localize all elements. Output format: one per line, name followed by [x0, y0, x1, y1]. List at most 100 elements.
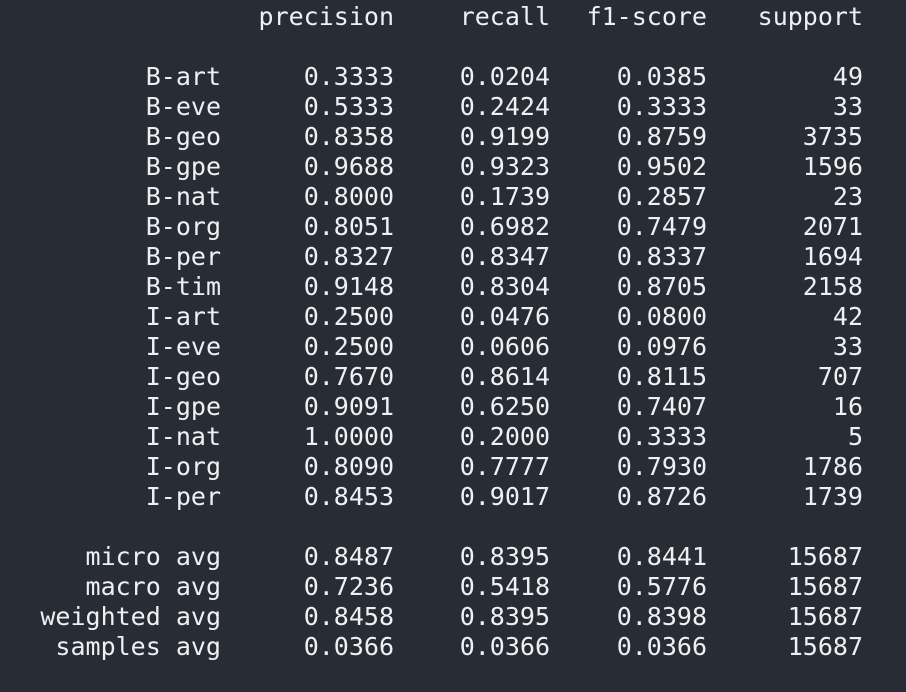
- recall-header: recall: [459, 2, 550, 31]
- table-row: B-geo 0.8358 0.9199 0.8759 3735: [0, 122, 906, 152]
- f1-score-value: 0.8398: [616, 602, 707, 631]
- class-label: I-eve: [145, 332, 221, 361]
- support-value: 1596: [802, 152, 863, 181]
- recall-value: 0.0606: [459, 332, 550, 361]
- precision-value: 0.8458: [303, 602, 394, 631]
- support-header: support: [757, 2, 863, 31]
- recall-value: 0.9323: [459, 152, 550, 181]
- f1-score-value: 0.0800: [616, 302, 707, 331]
- support-value: 33: [832, 92, 863, 121]
- support-value: 33: [832, 332, 863, 361]
- class-label: B-nat: [145, 182, 221, 211]
- class-label: B-per: [145, 242, 221, 271]
- recall-value: 0.0476: [459, 302, 550, 331]
- table-row: I-geo 0.7670 0.8614 0.8115 707: [0, 362, 906, 392]
- precision-value: 0.2500: [303, 332, 394, 361]
- recall-value: 0.0204: [459, 62, 550, 91]
- f1-score-value: 0.2857: [616, 182, 707, 211]
- precision-value: 0.9091: [303, 392, 394, 421]
- support-value: 1739: [802, 482, 863, 511]
- support-value: 3735: [802, 122, 863, 151]
- average-label: macro avg: [85, 572, 221, 601]
- average-row: macro avg 0.7236 0.5418 0.5776 15687: [0, 572, 906, 602]
- average-label: weighted avg: [40, 602, 221, 631]
- class-label: I-art: [145, 302, 221, 331]
- precision-value: 0.8090: [303, 452, 394, 481]
- precision-value: 0.9148: [303, 272, 394, 301]
- precision-value: 0.8327: [303, 242, 394, 271]
- class-label: B-art: [145, 62, 221, 91]
- precision-value: 0.8453: [303, 482, 394, 511]
- table-row: I-nat 1.0000 0.2000 0.3333 5: [0, 422, 906, 452]
- recall-value: 0.5418: [459, 572, 550, 601]
- precision-value: 0.8051: [303, 212, 394, 241]
- precision-value: 0.7236: [303, 572, 394, 601]
- precision-value: 0.8358: [303, 122, 394, 151]
- precision-value: 0.3333: [303, 62, 394, 91]
- precision-value: 0.9688: [303, 152, 394, 181]
- support-value: 15687: [787, 542, 863, 571]
- average-label: samples avg: [55, 632, 221, 661]
- recall-value: 0.2424: [459, 92, 550, 121]
- class-label: I-geo: [145, 362, 221, 391]
- table-row: I-eve 0.2500 0.0606 0.0976 33: [0, 332, 906, 362]
- f1-score-value: 0.0366: [616, 632, 707, 661]
- f1-score-value: 0.8705: [616, 272, 707, 301]
- recall-value: 0.9017: [459, 482, 550, 511]
- support-value: 42: [832, 302, 863, 331]
- support-value: 5: [847, 422, 863, 451]
- f1-score-value: 0.0976: [616, 332, 707, 361]
- f1-score-value: 0.8115: [616, 362, 707, 391]
- table-row: I-gpe 0.9091 0.6250 0.7407 16: [0, 392, 906, 422]
- table-row: B-eve 0.5333 0.2424 0.3333 33: [0, 92, 906, 122]
- recall-value: 0.8304: [459, 272, 550, 301]
- precision-value: 0.5333: [303, 92, 394, 121]
- support-value: 23: [832, 182, 863, 211]
- class-label: I-per: [145, 482, 221, 511]
- recall-value: 0.8347: [459, 242, 550, 271]
- recall-value: 0.8395: [459, 602, 550, 631]
- average-row: samples avg 0.0366 0.0366 0.0366 15687: [0, 632, 906, 662]
- table-row: I-org 0.8090 0.7777 0.7930 1786: [0, 452, 906, 482]
- f1-score-value: 0.0385: [616, 62, 707, 91]
- precision-header: precision: [258, 2, 394, 31]
- f1-score-value: 0.3333: [616, 92, 707, 121]
- f1-score-value: 0.8759: [616, 122, 707, 151]
- table-row: B-gpe 0.9688 0.9323 0.9502 1596: [0, 152, 906, 182]
- header-row: precision recall f1-score support: [0, 2, 906, 32]
- table-row: B-art 0.3333 0.0204 0.0385 49: [0, 62, 906, 92]
- class-label: B-org: [145, 212, 221, 241]
- precision-value: 0.0366: [303, 632, 394, 661]
- table-row: B-nat 0.8000 0.1739 0.2857 23: [0, 182, 906, 212]
- support-value: 2071: [802, 212, 863, 241]
- f1-score-value: 0.5776: [616, 572, 707, 601]
- precision-value: 0.7670: [303, 362, 394, 391]
- support-value: 15687: [787, 632, 863, 661]
- support-value: 15687: [787, 602, 863, 631]
- table-row: B-org 0.8051 0.6982 0.7479 2071: [0, 212, 906, 242]
- support-value: 1694: [802, 242, 863, 271]
- f1-score-value: 0.9502: [616, 152, 707, 181]
- support-value: 2158: [802, 272, 863, 301]
- f1-score-value: 0.8726: [616, 482, 707, 511]
- table-row: I-art 0.2500 0.0476 0.0800 42: [0, 302, 906, 332]
- recall-value: 0.7777: [459, 452, 550, 481]
- class-label: B-tim: [145, 272, 221, 301]
- recall-value: 0.6982: [459, 212, 550, 241]
- average-label: micro avg: [85, 542, 221, 571]
- class-label: I-nat: [145, 422, 221, 451]
- table-row: I-per 0.8453 0.9017 0.8726 1739: [0, 482, 906, 512]
- support-value: 49: [832, 62, 863, 91]
- table-row: B-tim 0.9148 0.8304 0.8705 2158: [0, 272, 906, 302]
- f1-score-value: 0.3333: [616, 422, 707, 451]
- f1-score-header: f1-score: [586, 2, 707, 31]
- precision-value: 0.8000: [303, 182, 394, 211]
- f1-score-value: 0.7407: [616, 392, 707, 421]
- class-label: I-org: [145, 452, 221, 481]
- recall-value: 0.1739: [459, 182, 550, 211]
- f1-score-value: 0.7479: [616, 212, 707, 241]
- recall-value: 0.8395: [459, 542, 550, 571]
- recall-value: 0.2000: [459, 422, 550, 451]
- f1-score-value: 0.8337: [616, 242, 707, 271]
- average-row: micro avg 0.8487 0.8395 0.8441 15687: [0, 542, 906, 572]
